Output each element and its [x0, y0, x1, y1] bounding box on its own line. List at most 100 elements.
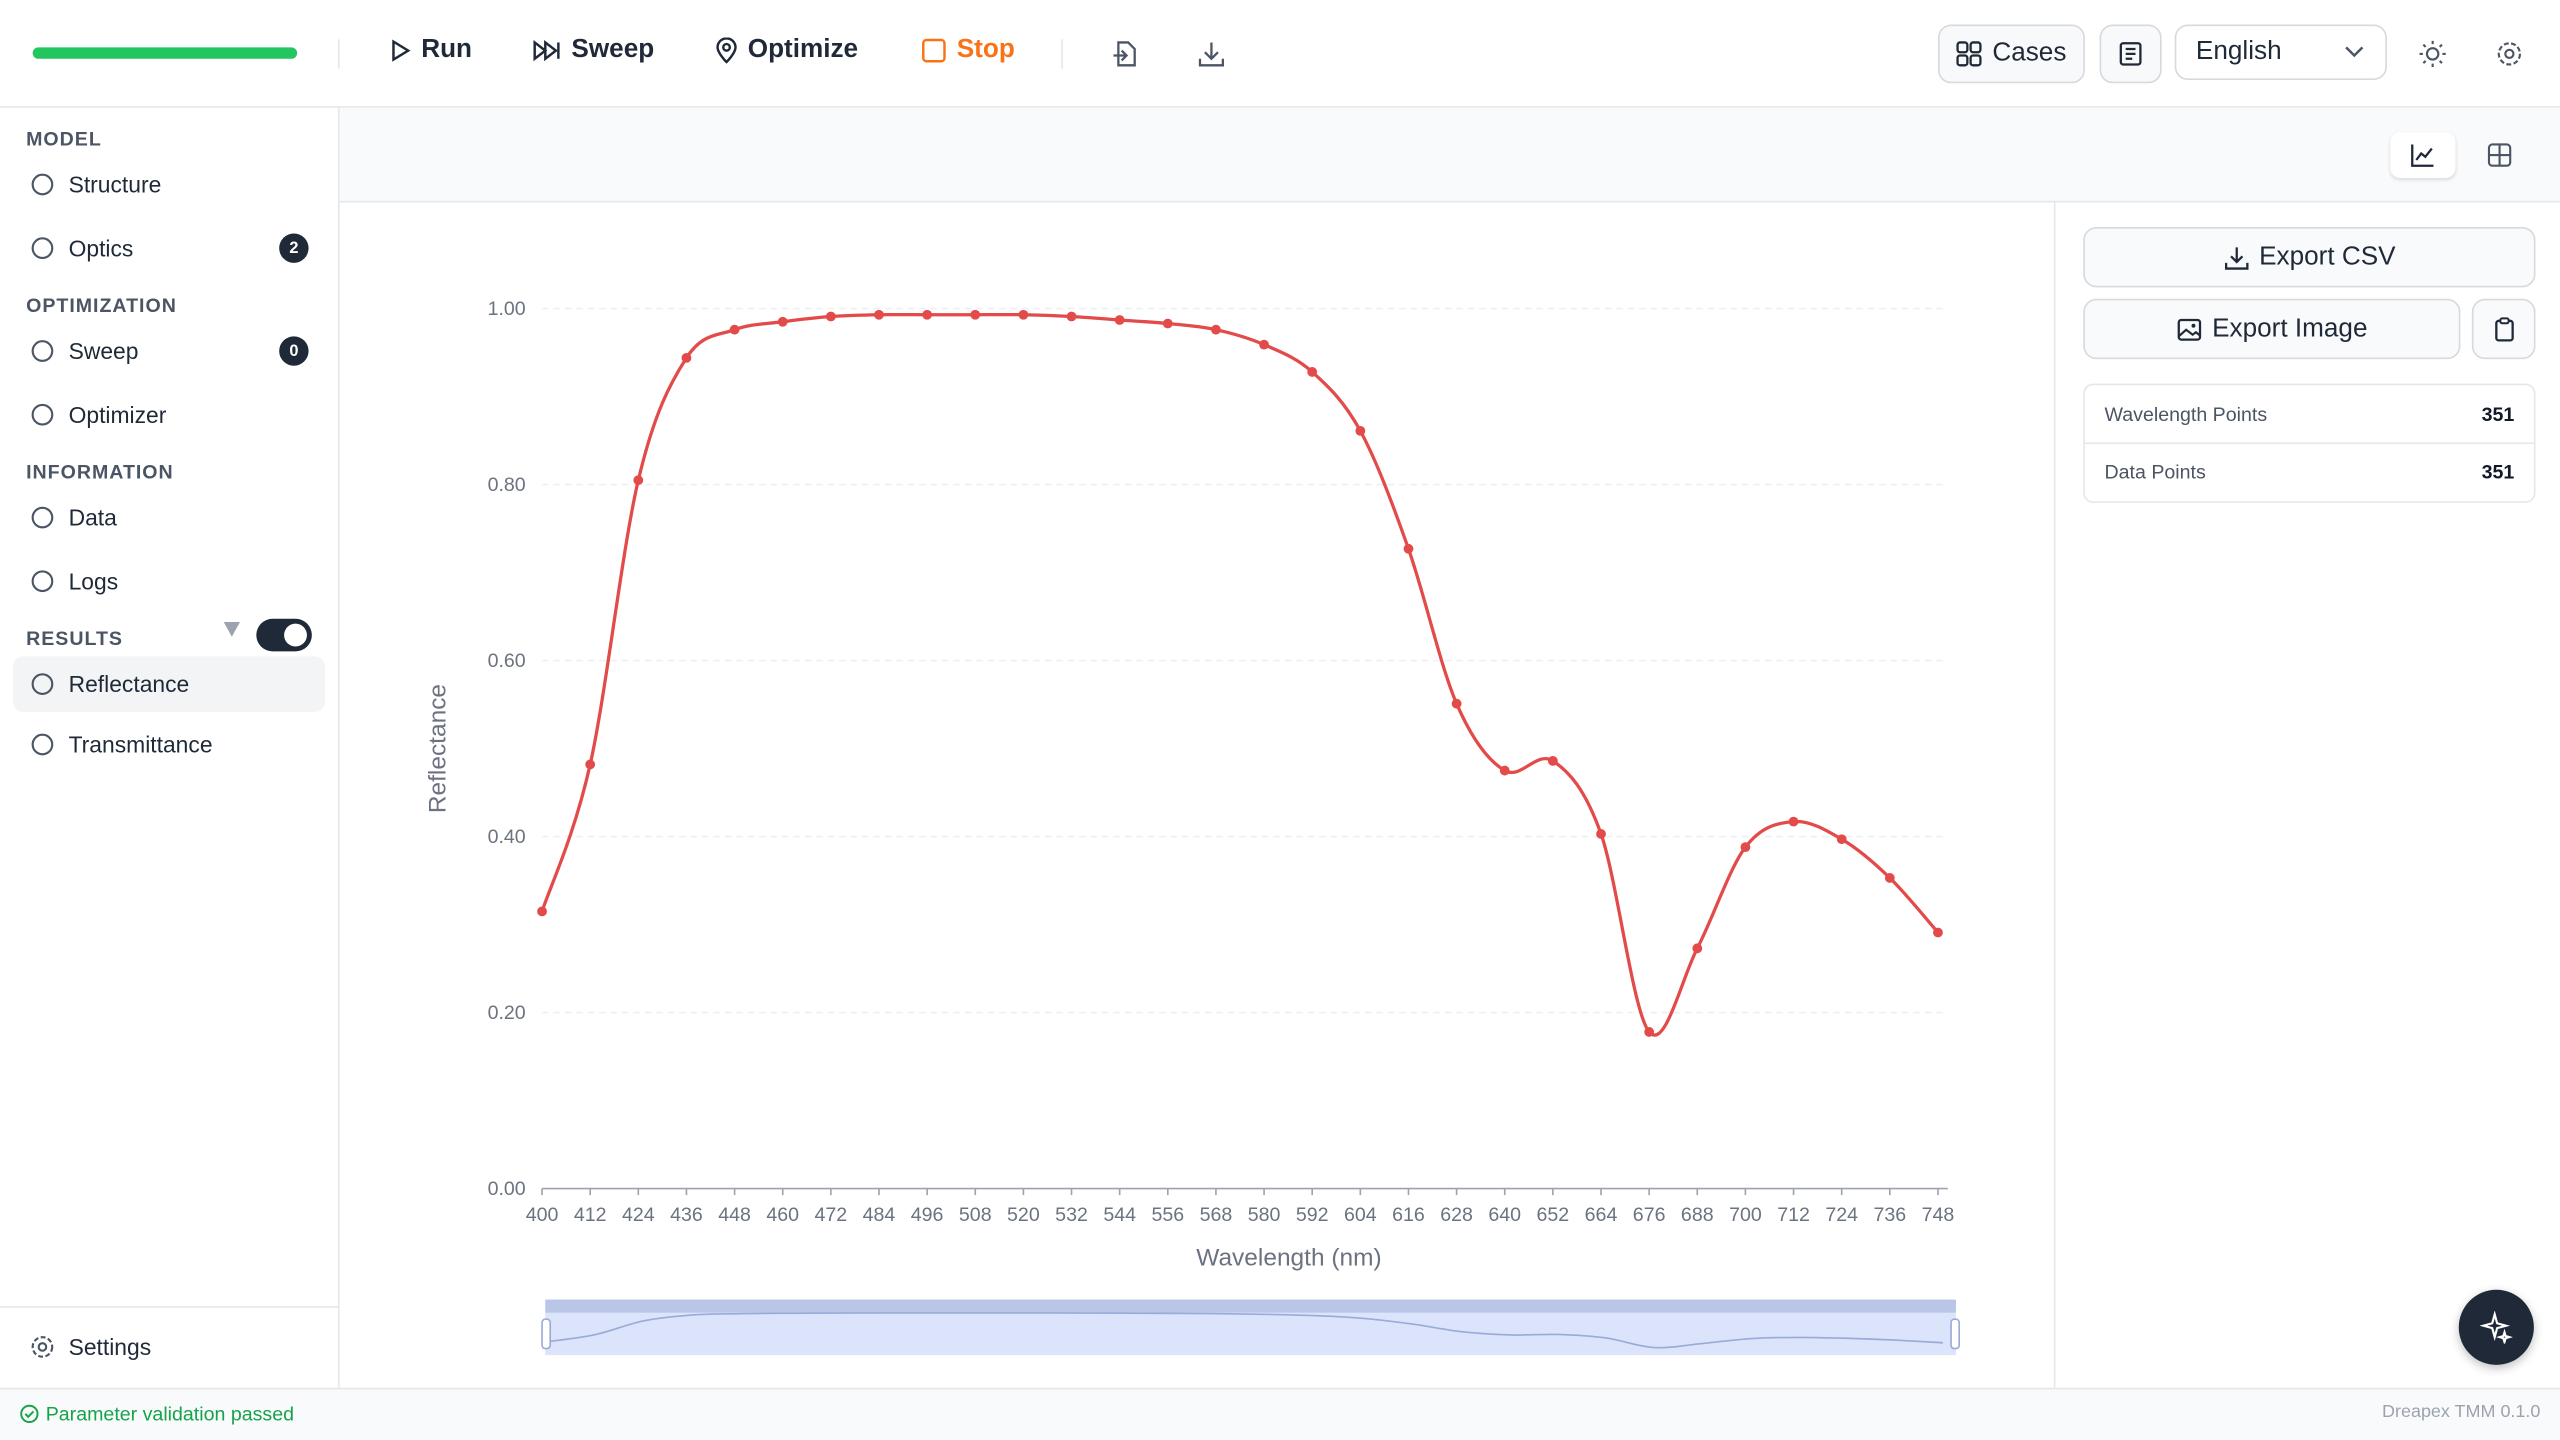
- x-tick-label: 424: [622, 1204, 655, 1226]
- x-tick-label: 568: [1200, 1204, 1233, 1226]
- section-title: MODEL: [26, 127, 102, 151]
- export-csv-button[interactable]: Export CSV: [2083, 226, 2536, 288]
- data-point: [777, 316, 788, 327]
- nav-item[interactable]: Structure: [13, 157, 325, 213]
- x-tick-label: 664: [1585, 1204, 1618, 1226]
- divider: [0, 1306, 338, 1308]
- y-tick-label: 0.80: [488, 474, 526, 496]
- nav-label: Sweep: [68, 337, 139, 365]
- copy-button[interactable]: [2471, 298, 2536, 360]
- x-tick-label: 640: [1488, 1204, 1521, 1226]
- nav-item[interactable]: Reflectance: [13, 656, 325, 712]
- data-point: [633, 475, 644, 486]
- stats-value: 351: [2481, 460, 2515, 484]
- data-point: [1162, 318, 1173, 329]
- nav-item[interactable]: Optimizer: [13, 387, 325, 443]
- data-point: [922, 309, 933, 320]
- export-image-button[interactable]: Export Image: [2083, 298, 2461, 360]
- divider: [2053, 202, 2056, 1388]
- x-axis-label: Wavelength (nm): [1196, 1244, 1381, 1271]
- stats-value: 351: [2481, 402, 2515, 426]
- export-csv-label: Export CSV: [2259, 242, 2396, 271]
- progress-bar: [32, 47, 298, 59]
- stats-label: Data Points: [2104, 460, 2206, 484]
- nav-label: Optics: [68, 235, 134, 262]
- x-tick-label: 604: [1344, 1204, 1377, 1226]
- x-tick-label: 748: [1922, 1204, 1955, 1226]
- data-point: [681, 352, 692, 363]
- x-tick-label: 688: [1681, 1204, 1714, 1226]
- x-tick-label: 616: [1392, 1204, 1425, 1226]
- view-bar: [339, 107, 2560, 203]
- data-point: [1499, 765, 1510, 776]
- language-select[interactable]: English: [2174, 24, 2387, 80]
- x-tick-label: 436: [670, 1204, 703, 1226]
- table-view-toggle[interactable]: [2487, 142, 2513, 168]
- nav-item[interactable]: Sweep 0: [13, 323, 325, 379]
- nav-item[interactable]: Optics 2: [13, 220, 325, 276]
- import-icon[interactable]: [1110, 39, 1139, 68]
- data-point: [1547, 755, 1558, 766]
- nav-label: Logs: [68, 568, 119, 595]
- assistant-button[interactable]: [2458, 1289, 2534, 1365]
- chart-view-toggle[interactable]: [2390, 132, 2456, 178]
- results-toggle[interactable]: [256, 618, 312, 652]
- sweep-button[interactable]: Sweep: [532, 36, 654, 65]
- data-point: [1307, 367, 1318, 377]
- x-tick-label: 496: [911, 1204, 944, 1226]
- stop-label: Stop: [956, 35, 1015, 64]
- nav-label: Data: [68, 504, 117, 531]
- section-title: INFORMATION: [26, 460, 174, 484]
- x-tick-label: 544: [1103, 1204, 1136, 1226]
- theme-icon[interactable]: [2418, 39, 2447, 68]
- y-tick-label: 1.00: [488, 298, 526, 320]
- y-tick-label: 0.60: [488, 650, 526, 672]
- stop-button[interactable]: Stop: [921, 36, 1015, 65]
- optimize-button[interactable]: Optimize: [715, 36, 858, 65]
- settings-icon[interactable]: [2495, 39, 2524, 68]
- x-tick-label: 628: [1440, 1204, 1473, 1226]
- zoom-preview-line: [546, 1312, 1943, 1349]
- data-point: [1933, 927, 1943, 938]
- stats-row: Wavelength Points 351: [2085, 385, 2534, 442]
- data-point: [1884, 873, 1895, 883]
- x-tick-label: 724: [1825, 1204, 1858, 1226]
- run-button[interactable]: Run: [389, 36, 472, 65]
- data-point: [1836, 834, 1847, 845]
- nav-label: Transmittance: [68, 731, 213, 758]
- nav-label: Optimizer: [68, 401, 167, 428]
- x-tick-label: 652: [1537, 1204, 1570, 1226]
- section-title: RESULTS: [26, 626, 123, 650]
- x-tick-label: 580: [1248, 1204, 1281, 1226]
- optimize-label: Optimize: [747, 35, 859, 64]
- section-title: OPTIMIZATION: [26, 293, 177, 317]
- x-tick-label: 532: [1055, 1204, 1088, 1226]
- data-point: [1692, 943, 1703, 954]
- nav-item[interactable]: Logs: [13, 553, 325, 609]
- data-point: [1018, 309, 1029, 320]
- stats-row: Data Points 351: [2084, 442, 2534, 499]
- run-label: Run: [421, 35, 473, 64]
- badge: 0: [279, 336, 309, 366]
- settings-item[interactable]: Settings: [13, 1319, 325, 1375]
- notes-button[interactable]: [2099, 24, 2162, 84]
- download-icon[interactable]: [1197, 39, 1226, 68]
- divider: [1061, 39, 1063, 69]
- data-point: [1740, 842, 1751, 853]
- x-tick-label: 520: [1007, 1204, 1040, 1226]
- badge: 2: [279, 233, 309, 263]
- status-message: Parameter validation passed: [20, 1402, 294, 1425]
- series-line: [540, 312, 1940, 1037]
- nav-item[interactable]: Transmittance: [13, 717, 325, 773]
- x-tick-label: 556: [1151, 1204, 1184, 1226]
- nav-label: Reflectance: [68, 671, 190, 698]
- data-point: [1644, 1027, 1655, 1037]
- filter-icon: [223, 622, 240, 637]
- x-tick-label: 592: [1296, 1204, 1329, 1226]
- data-point: [1788, 816, 1799, 827]
- nav-item[interactable]: Data: [13, 490, 325, 546]
- cases-button[interactable]: Cases: [1937, 24, 2085, 84]
- data-point: [1259, 339, 1269, 350]
- x-tick-label: 460: [766, 1204, 799, 1226]
